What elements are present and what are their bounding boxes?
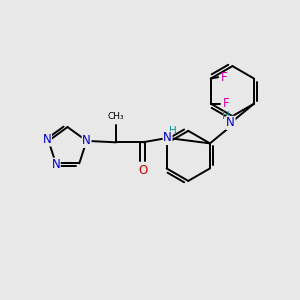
Text: O: O [138,164,147,177]
Text: H: H [169,126,177,136]
Text: F: F [221,70,228,84]
Text: N: N [51,158,60,171]
Text: H: H [222,111,230,121]
Text: N: N [163,131,172,144]
Text: N: N [226,116,235,129]
Text: F: F [223,97,229,110]
Text: N: N [43,133,51,146]
Text: CH₃: CH₃ [108,112,124,121]
Text: N: N [82,134,91,147]
